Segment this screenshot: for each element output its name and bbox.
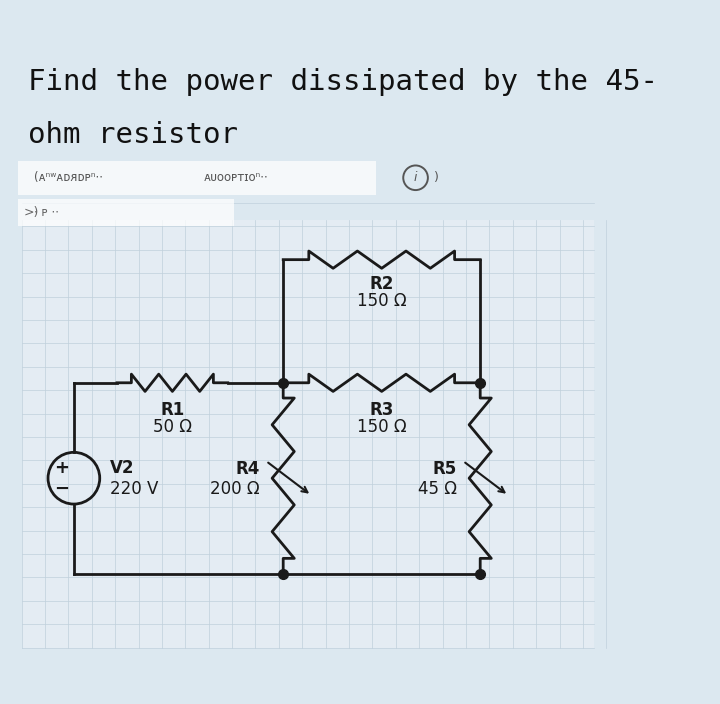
- Text: R1: R1: [161, 401, 184, 420]
- Text: R4: R4: [235, 460, 260, 478]
- Bar: [22, 220, 594, 648]
- Text: +: +: [54, 459, 69, 477]
- Text: V2: V2: [109, 459, 134, 477]
- Text: R3: R3: [369, 401, 394, 420]
- Text: 45 Ω: 45 Ω: [418, 480, 456, 498]
- Text: −: −: [54, 479, 69, 498]
- Bar: [0, 44, 616, 220]
- Text: R2: R2: [369, 275, 394, 293]
- Text: (ᴀⁿʷᴀᴅᴙᴅᴘⁿ⋅⋅: (ᴀⁿʷᴀᴅᴙᴅᴘⁿ⋅⋅: [34, 171, 103, 184]
- Text: ᴀᴜᴏᴏᴘᴛɪᴏⁿ⋅⋅: ᴀᴜᴏᴏᴘᴛɪᴏⁿ⋅⋅: [203, 171, 268, 184]
- FancyBboxPatch shape: [19, 161, 376, 195]
- Text: >): >): [23, 206, 39, 219]
- Text: 50 Ω: 50 Ω: [153, 418, 192, 436]
- Text: ⋅ ᴘ ⋅⋅: ⋅ ᴘ ⋅⋅: [34, 206, 59, 219]
- Text: i: i: [414, 171, 418, 184]
- Text: 200 Ω: 200 Ω: [210, 480, 260, 498]
- Text: R5: R5: [433, 460, 456, 478]
- Text: ohm resistor: ohm resistor: [27, 121, 238, 149]
- Text: Find the power dissipated by the 45-: Find the power dissipated by the 45-: [27, 68, 657, 96]
- Text: ): ): [434, 171, 439, 184]
- Text: 150 Ω: 150 Ω: [357, 418, 407, 436]
- Text: 220 V: 220 V: [109, 480, 158, 498]
- Text: 150 Ω: 150 Ω: [357, 291, 407, 310]
- FancyBboxPatch shape: [19, 199, 234, 226]
